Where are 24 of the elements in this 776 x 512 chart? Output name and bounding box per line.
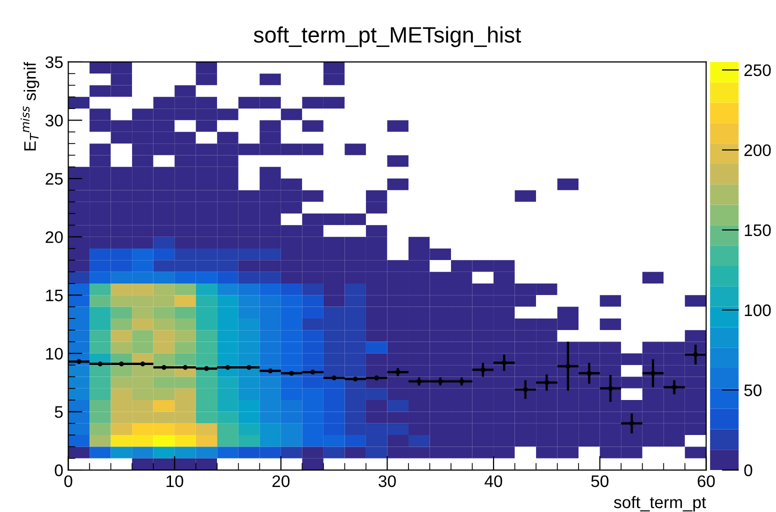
y-tick-label: 25 <box>46 172 63 185</box>
y-tick-label: 0 <box>54 464 63 476</box>
color-bar-label: 200 <box>744 144 771 156</box>
color-bar-label: 50 <box>744 384 762 396</box>
x-tick-label: 60 <box>698 475 715 488</box>
y-tick-label: 10 <box>46 348 63 360</box>
y-tick-label: 30 <box>46 114 63 126</box>
x-tick-label: 20 <box>272 475 290 488</box>
x-tick-label: 10 <box>166 475 184 488</box>
color-bar-label: 250 <box>744 64 771 76</box>
chart-title: soft_term_pt_METsign_hist <box>254 26 522 48</box>
x-axis-title: soft_term_pt <box>614 496 706 512</box>
x-tick-label: 30 <box>378 475 396 488</box>
y-tick-label: 5 <box>54 406 63 418</box>
y-tick-label: 15 <box>46 290 63 302</box>
x-tick-label: 40 <box>484 475 502 488</box>
color-bar-label: 100 <box>744 304 771 316</box>
x-tick-label: 0 <box>64 475 72 488</box>
y-tick-label: 35 <box>46 56 63 68</box>
y-tick-label: 20 <box>46 231 63 244</box>
color-bar-label: 150 <box>744 224 771 236</box>
color-bar-label: 0 <box>744 464 752 476</box>
y-axis-title: E$_{T}$$^{miss}$ signif <box>20 62 40 150</box>
x-tick-label: 50 <box>591 475 608 488</box>
